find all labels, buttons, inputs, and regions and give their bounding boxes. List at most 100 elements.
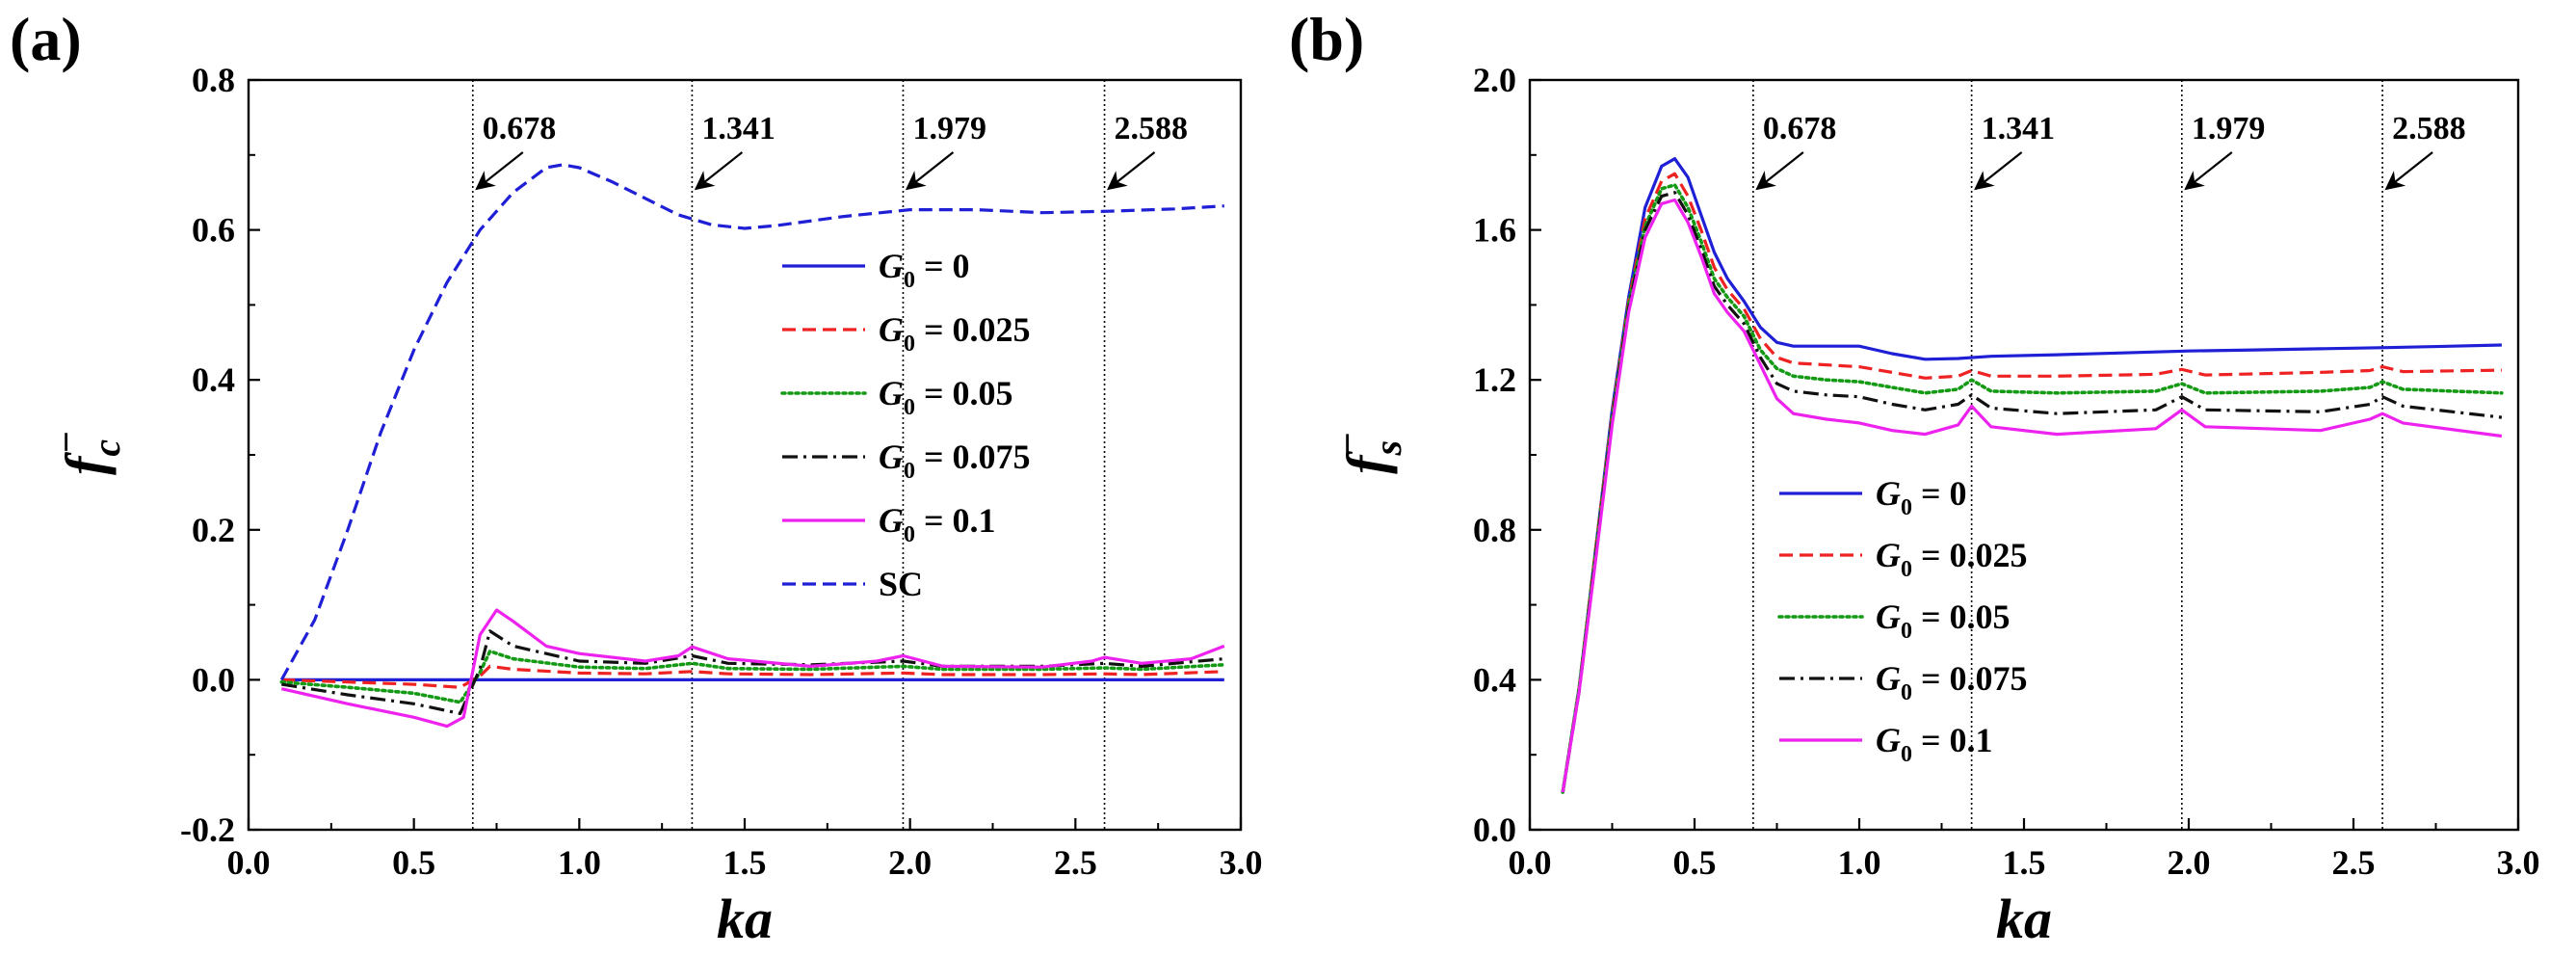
annotation-arrow-0.678 <box>475 151 524 191</box>
legend-entry-4: G0 = 0.1 <box>1876 721 1993 767</box>
legend-entry-0: G0 = 0 <box>1876 474 1967 520</box>
y-axis-label-superscript: − <box>44 431 88 453</box>
y-axis-label: fc− <box>44 431 128 475</box>
annotation-label-2.588: 2.588 <box>1115 111 1189 146</box>
legend-symbol-g: G <box>1876 598 1901 636</box>
series-line-g0-0 <box>1561 157 2502 793</box>
annotation-arrow-1.979 <box>905 151 955 191</box>
legend-symbol-sub: 0 <box>1901 495 1912 520</box>
legend-value: = 0.025 <box>1912 536 2028 574</box>
y-tick-label: 0.4 <box>1473 660 1516 699</box>
legend-symbol-g: G <box>1876 721 1901 759</box>
legend-symbol-g: G <box>879 310 904 349</box>
y-axis-label-superscript: − <box>1326 432 1369 454</box>
legend-value: = 0.05 <box>1912 598 2011 636</box>
legend-value: = 0.025 <box>915 310 1031 349</box>
x-tick-label: 1.0 <box>558 843 601 882</box>
legend-symbol-sub: 0 <box>1901 742 1912 767</box>
x-tick-label: 1.5 <box>2003 843 2046 882</box>
annotation-arrow-2.588 <box>1106 151 1156 191</box>
annotation-arrow-0.678 <box>1755 151 1804 191</box>
annotation-label-1.979: 1.979 <box>912 111 986 146</box>
legend-value: = 0.075 <box>915 438 1031 476</box>
series-line-g0-0-075 <box>281 629 1224 716</box>
legend-entry-2: G0 = 0.05 <box>1876 598 2011 644</box>
x-tick-label: 0.0 <box>227 843 271 882</box>
legend-symbol-sub: 0 <box>904 522 915 547</box>
legend-entry-3: G0 = 0.075 <box>1876 659 2028 705</box>
x-tick-label: 2.5 <box>2332 843 2376 882</box>
x-tick-label: 0.0 <box>1509 843 1552 882</box>
chart-b: 0.678 1.341 1.979 2.588 0.0 0.5 1.0 1.5 2.0 2.5 3.… <box>1326 61 2540 950</box>
panel-a-label: (a) <box>10 5 82 73</box>
legend-entry-2: G0 = 0.05 <box>879 374 1013 420</box>
legend-symbol-g: G <box>1876 536 1901 574</box>
legend-symbol-g: G <box>879 374 904 412</box>
y-axis-label-subscript: c <box>85 439 128 457</box>
legend-symbol-sub: 0 <box>904 395 915 420</box>
series-line-g0-0-05 <box>1561 183 2504 794</box>
y-tick-label: 0.4 <box>192 360 235 399</box>
annotation-arrow-2.588 <box>2384 151 2433 191</box>
annotation-label-1.341: 1.341 <box>1982 111 2056 146</box>
legend-value: = 0 <box>915 247 970 285</box>
legend-entry-4: G0 = 0.1 <box>879 501 996 547</box>
series-line-g0-0-1 <box>1561 198 2503 793</box>
x-tick-label: 2.0 <box>2168 843 2211 882</box>
plot-frame <box>247 78 1243 832</box>
annotation-label-0.678: 0.678 <box>483 111 557 146</box>
annotation-label-1.979: 1.979 <box>2192 111 2266 146</box>
panel-b-label: (b) <box>1289 5 1364 73</box>
chart-a: 0.678 1.341 1.979 2.588 0.0 0.5 1.0 1.5 2.0 2.5 3.… <box>44 61 1263 950</box>
y-tick-label: 0.0 <box>1473 810 1516 849</box>
series-line-g0-0-025 <box>281 664 1224 689</box>
y-tick-label: 0.2 <box>192 511 235 549</box>
x-axis-label: ka <box>717 888 773 950</box>
annotation-label-0.678: 0.678 <box>1763 111 1837 146</box>
x-axis-label: ka <box>1996 888 2052 950</box>
y-tick-label: -0.2 <box>180 810 235 849</box>
series-line-g0-0-075 <box>1561 191 2503 793</box>
legend-value: = 0.1 <box>1912 721 1993 759</box>
x-tick-label: 1.5 <box>723 843 767 882</box>
legend-symbol-g: G <box>879 438 904 476</box>
x-tick-label: 0.5 <box>1673 843 1717 882</box>
x-tick-label: 3.0 <box>1220 843 1263 882</box>
legend-symbol-sub: 0 <box>1901 680 1912 705</box>
legend-symbol-g: G <box>1876 659 1901 698</box>
annotation-arrow-1.341 <box>694 151 744 191</box>
series-line-g0-0-025 <box>1561 172 2502 793</box>
x-tick-label: 0.5 <box>392 843 435 882</box>
legend-symbol-g: G <box>1876 474 1901 513</box>
x-tick-label: 2.0 <box>888 843 932 882</box>
legend-value: = 0.05 <box>915 374 1013 412</box>
legend-entry-1: G0 = 0.025 <box>879 310 1031 357</box>
y-tick-label: 2.0 <box>1473 61 1516 99</box>
legend-value: = 0.075 <box>1912 659 2028 698</box>
y-tick-label: 1.2 <box>1473 360 1516 399</box>
x-tick-label: 1.0 <box>1838 843 1881 882</box>
legend-symbol-g: G <box>879 247 904 285</box>
legend-symbol-sub: 0 <box>904 268 915 293</box>
y-tick-label: 0.8 <box>1473 511 1516 549</box>
legend-symbol-sub: 0 <box>904 459 915 484</box>
x-tick-label: 2.5 <box>1054 843 1097 882</box>
legend-symbol-sub: 0 <box>904 332 915 357</box>
legend-value: = 0 <box>1912 474 1967 513</box>
legend-value: = 0.1 <box>915 501 996 540</box>
y-axis-label-subscript: s <box>1366 440 1409 457</box>
y-tick-label: 0.6 <box>192 211 235 250</box>
y-axis-label: fs− <box>1326 432 1409 474</box>
series-line-sc <box>279 163 1224 681</box>
legend-symbol-sub: 0 <box>1901 557 1912 582</box>
y-tick-label: 0.0 <box>192 660 235 699</box>
y-tick-label: 0.8 <box>192 61 235 99</box>
annotation-arrow-1.979 <box>2184 151 2233 191</box>
legend-symbol-sub: 0 <box>1901 619 1912 644</box>
annotation-arrow-1.341 <box>1974 151 2023 191</box>
legend-symbol-g: G <box>879 501 904 540</box>
annotation-label-1.341: 1.341 <box>701 111 775 146</box>
legend-entry-1: G0 = 0.025 <box>1876 536 2028 582</box>
series-line-g0-0-1 <box>280 608 1225 729</box>
